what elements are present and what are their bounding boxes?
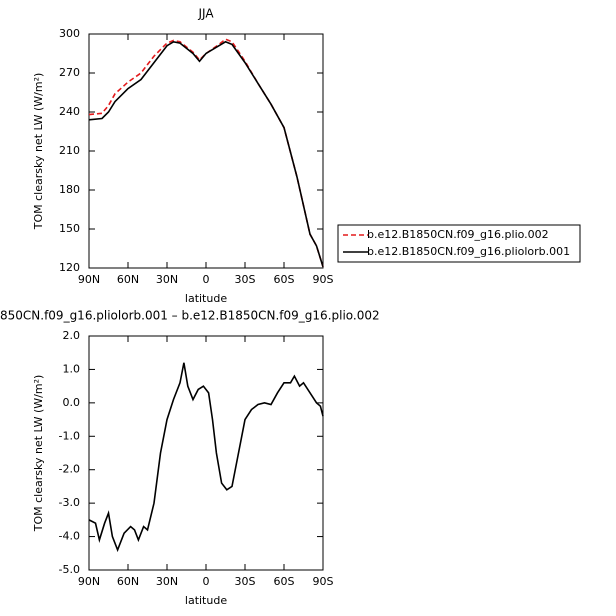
y-tick-label: -2.0 bbox=[59, 463, 80, 476]
x-tick-label: 90S bbox=[313, 575, 334, 588]
x-tick-label: 90N bbox=[78, 575, 100, 588]
y-axis-label: TOM clearsky net LW (W/m²) bbox=[32, 375, 45, 533]
data-line bbox=[88, 362, 324, 553]
y-tick-label: 1.0 bbox=[63, 362, 81, 375]
plot-frame bbox=[88, 33, 324, 269]
y-tick-label: 2.0 bbox=[63, 329, 81, 342]
y-tick-label: 210 bbox=[59, 144, 80, 157]
y-tick-label: 180 bbox=[59, 183, 80, 196]
x-tick-label: 90S bbox=[313, 273, 334, 286]
x-axis-label: latitude bbox=[185, 292, 227, 305]
legend-label: b.e12.B1850CN.f09_g16.pliolorb.001 bbox=[367, 245, 570, 258]
y-tick-label: 120 bbox=[59, 261, 80, 274]
x-tick-label: 60S bbox=[274, 575, 295, 588]
data-line bbox=[88, 40, 324, 267]
y-tick-label: -3.0 bbox=[59, 496, 80, 509]
x-tick-label: 0 bbox=[203, 575, 210, 588]
chart-title: JJA bbox=[197, 7, 214, 21]
y-tick-label: 240 bbox=[59, 105, 80, 118]
legend-label: b.e12.B1850CN.f09_g16.plio.002 bbox=[367, 228, 549, 241]
y-tick-label: -5.0 bbox=[59, 563, 80, 576]
y-tick-label: 0.0 bbox=[63, 396, 81, 409]
x-tick-label: 30N bbox=[156, 575, 178, 588]
x-tick-label: 90N bbox=[78, 273, 100, 286]
x-tick-label: 30S bbox=[235, 273, 256, 286]
y-tick-label: 150 bbox=[59, 222, 80, 235]
x-tick-label: 30N bbox=[156, 273, 178, 286]
y-axis-label: TOM clearsky net LW (W/m²) bbox=[32, 73, 45, 231]
y-tick-label: 300 bbox=[59, 27, 80, 40]
data-line bbox=[88, 38, 324, 267]
x-tick-label: 60S bbox=[274, 273, 295, 286]
y-tick-label: -4.0 bbox=[59, 530, 80, 543]
x-axis-label: latitude bbox=[185, 594, 227, 607]
x-tick-label: 60N bbox=[117, 273, 139, 286]
chart-title: 850CN.f09_g16.pliolorb.001 – b.e12.B1850… bbox=[0, 309, 380, 323]
y-tick-label: 270 bbox=[59, 66, 80, 79]
x-tick-label: 30S bbox=[235, 575, 256, 588]
legend-box bbox=[337, 224, 581, 263]
x-tick-label: 60N bbox=[117, 575, 139, 588]
x-tick-label: 0 bbox=[203, 273, 210, 286]
y-tick-label: -1.0 bbox=[59, 429, 80, 442]
